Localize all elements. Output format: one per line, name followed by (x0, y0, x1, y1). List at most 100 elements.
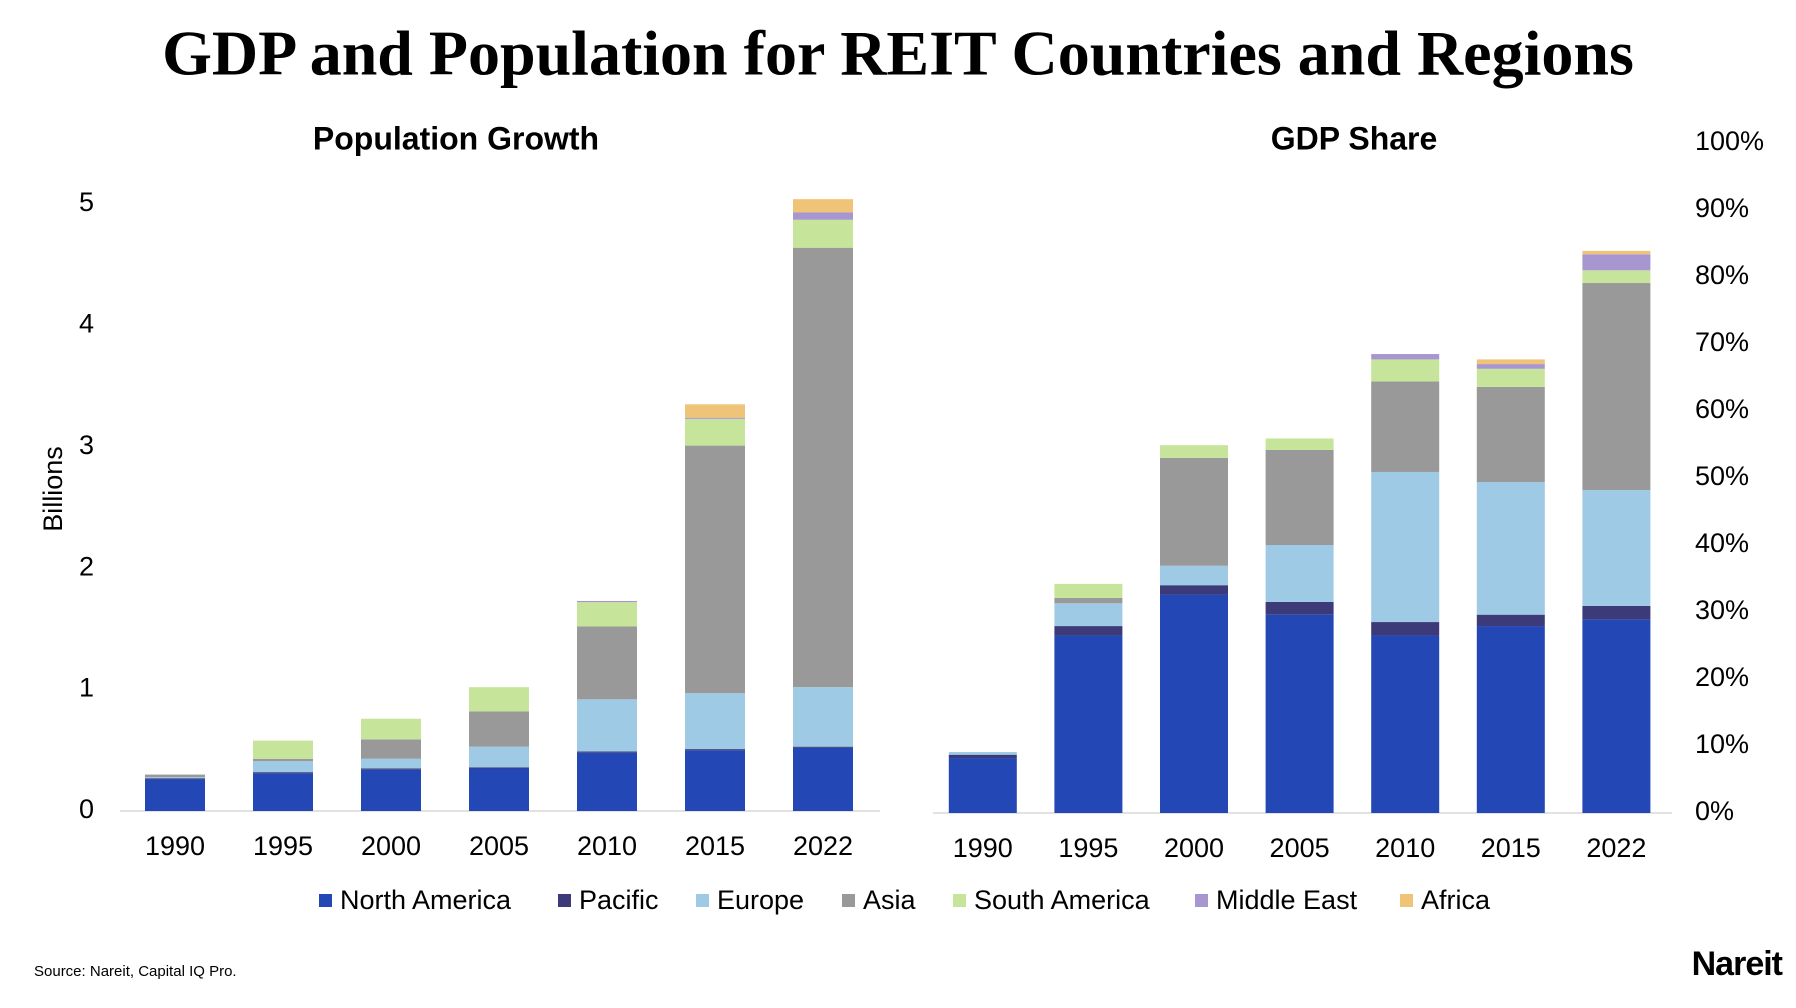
bar-segment (948, 752, 1017, 755)
bar-segment (685, 750, 745, 811)
bar-segment (253, 761, 313, 773)
x-tick-label: 1995 (253, 831, 313, 861)
legend-label: Europe (717, 885, 804, 915)
legend-swatch (842, 894, 855, 907)
bar-segment (469, 711, 529, 747)
bar-segment (577, 751, 637, 753)
bar-segment (1476, 368, 1545, 387)
bar-segment (1054, 583, 1123, 598)
bar-segment (361, 768, 421, 770)
bar-segment (793, 746, 853, 748)
bar-segment (361, 769, 421, 811)
y-tick-label: 50% (1695, 461, 1749, 491)
bar-segment (685, 418, 745, 446)
bar-segment (577, 752, 637, 811)
bar-segment (793, 247, 853, 688)
bar-segment (1476, 359, 1545, 365)
chart-subtitle: Population Growth (313, 120, 599, 156)
legend-swatch (558, 894, 571, 907)
bar-segment (1582, 250, 1651, 255)
x-tick-label: 2005 (1270, 833, 1330, 863)
bar-segment (793, 747, 853, 811)
bar-segment (1476, 626, 1545, 813)
x-tick-label: 2000 (1164, 833, 1224, 863)
bar-segment (1160, 565, 1228, 586)
legend-label: North America (340, 885, 512, 915)
bar-segment (1054, 635, 1123, 813)
y-tick-label: 70% (1695, 327, 1749, 357)
bar-segment (253, 740, 313, 759)
x-tick-label: 2010 (1375, 833, 1435, 863)
bar-segment (145, 774, 205, 778)
bar-segment (1265, 601, 1334, 615)
bar-segment (1371, 622, 1440, 636)
bar-segment (1371, 354, 1440, 360)
bar-segment (793, 199, 853, 213)
bar-segment (469, 687, 529, 712)
bar-segment (361, 758, 421, 769)
source-note: Source: Nareit, Capital IQ Pro. (34, 963, 237, 980)
y-tick-label: 100% (1695, 126, 1764, 156)
bar-segment (577, 626, 637, 700)
bar-segment (1160, 457, 1228, 566)
logo: Nareit (1692, 945, 1783, 983)
bar-segment (253, 758, 313, 762)
bar-segment (1265, 614, 1334, 813)
legend-label: South America (974, 885, 1151, 915)
x-tick-label: 2010 (577, 831, 637, 861)
bar-segment (1582, 605, 1651, 620)
bar-segment (1476, 482, 1545, 615)
bar-segment (361, 718, 421, 740)
x-tick-label: 1990 (145, 831, 205, 861)
bar-segment (1476, 364, 1545, 369)
bar-segment (1371, 381, 1440, 472)
y-tick-label: 40% (1695, 528, 1749, 558)
bar-segment (1582, 283, 1651, 491)
page-title: GDP and Population for REIT Countries an… (162, 18, 1634, 89)
bar-segment (1582, 270, 1651, 284)
y-tick-label: 10% (1695, 729, 1749, 759)
x-tick-label: 2022 (1586, 833, 1646, 863)
legend-label: Africa (1421, 885, 1491, 915)
bar-segment (685, 749, 745, 751)
y-tick-label: 60% (1695, 394, 1749, 424)
bar-segment (1265, 545, 1334, 602)
y-tick-label: 20% (1695, 662, 1749, 692)
bar-segment (469, 746, 529, 768)
y-tick-label: 0% (1695, 796, 1734, 826)
bar-segment (1265, 449, 1334, 545)
y-tick-label: 90% (1695, 193, 1749, 223)
y-tick-label: 4 (79, 309, 94, 339)
bar-segment (1371, 359, 1440, 382)
y-tick-label: 30% (1695, 595, 1749, 625)
bar-segment (793, 219, 853, 248)
bar-segment (1582, 619, 1651, 813)
x-tick-label: 2005 (469, 831, 529, 861)
legend-swatch (696, 894, 709, 907)
bar-segment (1160, 445, 1228, 458)
bar-segment (793, 687, 853, 747)
x-tick-label: 2015 (685, 831, 745, 861)
y-tick-label: 5 (79, 187, 94, 217)
bar-segment (469, 767, 529, 769)
bar-segment (793, 212, 853, 220)
bar-segment (1054, 597, 1123, 604)
bar-segment (1582, 254, 1651, 271)
legend-swatch (1400, 894, 1413, 907)
bar-segment (685, 404, 745, 418)
bar-segment (361, 739, 421, 759)
bar-segment (145, 779, 205, 811)
legend-label: Middle East (1216, 885, 1358, 915)
y-tick-label: 1 (79, 673, 94, 703)
y-tick-label: 80% (1695, 260, 1749, 290)
bar-segment (577, 699, 637, 752)
legend-swatch (953, 894, 966, 907)
y-tick-label: 0 (79, 794, 94, 824)
bar-segment (685, 445, 745, 694)
bar-segment (1160, 594, 1228, 813)
y-tick-label: 3 (79, 430, 94, 460)
x-tick-label: 2022 (793, 831, 853, 861)
bar-segment (577, 602, 637, 627)
x-tick-label: 2015 (1481, 833, 1541, 863)
